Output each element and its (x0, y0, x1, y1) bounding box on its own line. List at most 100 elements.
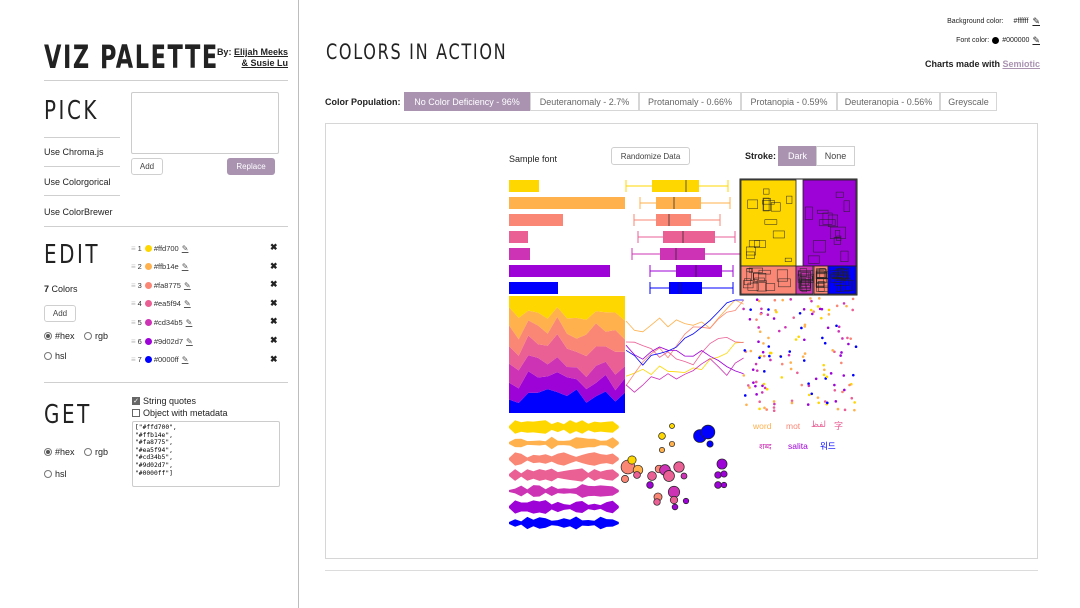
tab-population[interactable]: Deuteranomaly - 2.7% (530, 92, 639, 111)
color-row[interactable]: ≡ 7 #0000ff ✎ (131, 353, 188, 367)
background-color-value[interactable]: #ffffff (1013, 18, 1029, 25)
treemap-subcell (756, 280, 767, 292)
drag-handle-icon[interactable]: ≡ (131, 299, 136, 309)
scatter-point (792, 316, 796, 319)
scatter-point (745, 403, 748, 407)
treemap-subcell (816, 270, 825, 278)
edit-format-rgb[interactable]: rgb (84, 331, 108, 341)
delete-color-icon[interactable]: ✖ (270, 260, 278, 271)
color-index: 2 (137, 262, 142, 272)
scatter-point (742, 307, 745, 311)
scatter-point (760, 391, 764, 394)
delete-color-icon[interactable]: ✖ (270, 242, 278, 252)
pencil-icon[interactable]: ✎ (185, 317, 193, 327)
stroke-dark-button[interactable]: Dark (778, 146, 817, 166)
tab-population[interactable]: Protanomaly - 0.66% (639, 92, 741, 111)
box (676, 265, 722, 277)
drag-handle-icon[interactable]: ≡ (131, 317, 136, 327)
bar (509, 248, 530, 260)
color-row[interactable]: ≡ 5 #cd34b5 ✎ (131, 315, 192, 329)
line-series (625, 299, 744, 333)
treemap-subcell (762, 197, 770, 212)
color-hex: #fa8775 (153, 280, 181, 290)
pencil-icon[interactable]: ✎ (1032, 35, 1040, 45)
font-color-value[interactable]: #000000 (1002, 37, 1030, 44)
scatter-point (754, 384, 757, 388)
color-row[interactable]: ≡ 4 #ea5f94 ✎ (131, 297, 191, 311)
palette-output[interactable] (132, 421, 280, 487)
area-layer (509, 355, 625, 391)
color-row[interactable]: ≡ 2 #ffb14e ✎ (131, 260, 188, 274)
drag-handle-icon[interactable]: ≡ (131, 262, 136, 272)
treemap-subcell (778, 278, 791, 288)
treemap-subcell (836, 284, 842, 292)
delete-color-icon[interactable]: ✖ (270, 316, 278, 327)
word-sample: word (753, 421, 772, 431)
delete-color-icon[interactable]: ✖ (270, 279, 278, 290)
replace-button[interactable]: Replace (227, 158, 275, 175)
use-colorgorical-link[interactable]: Use Colorgorical (44, 177, 111, 187)
word-sample: शब्द (759, 442, 772, 451)
scatter-point (757, 299, 761, 303)
drag-handle-icon[interactable]: ≡ (131, 243, 136, 253)
pencil-icon[interactable]: ✎ (1032, 16, 1040, 26)
tab-population[interactable]: Protanopia - 0.59% (741, 92, 837, 111)
treemap-cell (802, 179, 857, 267)
add-button[interactable]: Add (131, 158, 163, 175)
treemap-subcell (819, 219, 836, 227)
drag-handle-icon[interactable]: ≡ (131, 336, 136, 346)
edit-format-hsl[interactable]: hsl (44, 351, 67, 361)
tab-population[interactable]: Greyscale (940, 92, 997, 111)
scatter-point (801, 355, 805, 358)
pencil-icon[interactable]: ✎ (183, 280, 191, 290)
page-title: COLORS IN ACTION (326, 40, 508, 64)
scatter-point (761, 384, 764, 388)
app-title: VIZ PALETTE (44, 38, 219, 76)
edit-format-hex[interactable]: #hex (44, 331, 75, 341)
pencil-icon[interactable]: ✎ (181, 243, 189, 253)
scatter-point (742, 374, 746, 377)
tab-population[interactable]: No Color Deficiency - 96% (404, 92, 530, 111)
scatter-point (802, 359, 806, 362)
get-format-rgb[interactable]: rgb (84, 447, 108, 457)
drag-handle-icon[interactable]: ≡ (131, 280, 136, 290)
delete-color-icon[interactable]: ✖ (270, 297, 278, 308)
pick-input[interactable] (131, 92, 279, 154)
string-quotes-option[interactable]: ✓ String quotes (132, 396, 196, 406)
object-metadata-option[interactable]: Object with metadata (132, 408, 228, 418)
semiotic-link[interactable]: Semiotic (1002, 59, 1040, 69)
scatter-point (781, 298, 784, 302)
treemap-subcell (835, 191, 844, 198)
author-link-1[interactable]: Elijah Meeks (233, 47, 288, 57)
pencil-icon[interactable]: ✎ (181, 355, 189, 365)
pencil-icon[interactable]: ✎ (186, 336, 193, 346)
delete-color-icon[interactable]: ✖ (270, 353, 278, 364)
use-colorbrewer-link[interactable]: Use ColorBrewer (44, 207, 113, 217)
pencil-icon[interactable]: ✎ (183, 299, 191, 309)
author-link-2[interactable]: & Susie Lu (241, 58, 288, 68)
pencil-icon[interactable]: ✎ (181, 262, 189, 272)
color-row[interactable]: ≡ 3 #fa8775 ✎ (131, 278, 191, 292)
use-chroma-link[interactable]: Use Chroma.js (44, 147, 104, 157)
edit-add-button[interactable]: Add (44, 305, 76, 322)
color-swatch (144, 318, 152, 326)
stroke-none-button[interactable]: None (816, 146, 855, 166)
tab-population[interactable]: Deuteranopia - 0.56% (837, 92, 940, 111)
scatter-point (768, 351, 772, 355)
randomize-data-button[interactable]: Randomize Data (611, 147, 690, 165)
drag-handle-icon[interactable]: ≡ (131, 355, 136, 365)
scatter-point (840, 361, 843, 365)
get-format-hex[interactable]: #hex (44, 447, 75, 457)
chart-panel: Sample font Randomize Data Stroke: Dark … (325, 123, 1038, 559)
scatter-point (847, 342, 850, 346)
treemap-subcell (748, 240, 761, 248)
bar (509, 282, 558, 294)
bubble (714, 481, 722, 489)
scatter-point (842, 374, 846, 377)
color-row[interactable]: ≡ 6 #9d02d7 ✎ (131, 334, 193, 348)
scatter-point (823, 368, 826, 372)
get-format-hsl[interactable]: hsl (44, 469, 67, 479)
color-row[interactable]: ≡ 1 #ffd700 ✎ (131, 241, 188, 255)
delete-color-icon[interactable]: ✖ (270, 335, 278, 345)
scatter-point (843, 388, 846, 392)
